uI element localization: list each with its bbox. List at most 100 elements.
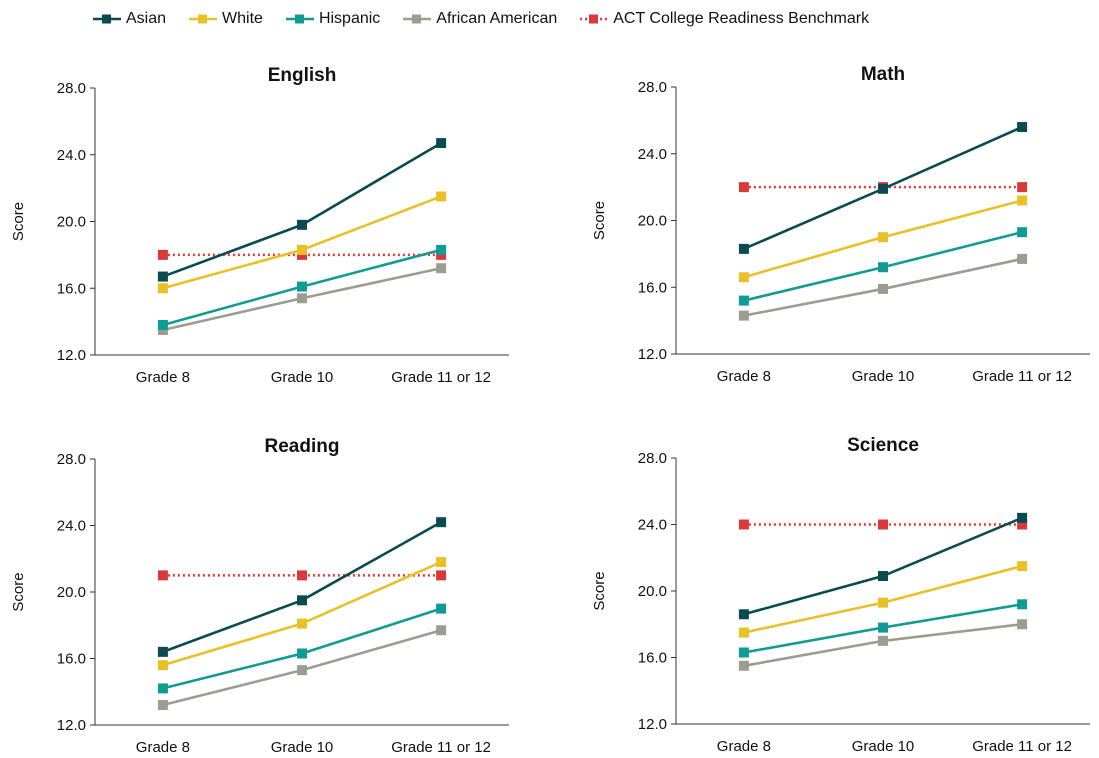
series-hispanic-science [738,599,1028,658]
series-act-college-readiness-benchmark-english [157,249,447,260]
y-tick-label-science: 24.0 [638,517,667,534]
y-tick-label-english: 12.0 [57,347,86,364]
y-tick-label-reading: 24.0 [57,518,86,535]
legend-label-asian: Asian [126,10,167,27]
data-point-hispanic [1017,227,1028,238]
y-tick-label-english: 28.0 [57,80,86,97]
data-point-asian [157,646,168,657]
data-point-act-college-readiness-benchmark [297,249,307,260]
data-point-hispanic [1017,599,1028,610]
chart-title-math: Math [861,64,905,85]
data-point-white [436,191,447,202]
series-act-college-readiness-benchmark-reading [157,570,447,581]
x-tick-label-math: Grade 11 or 12 [972,368,1072,385]
data-point-african-american [878,283,888,294]
series-asian-reading [157,517,447,657]
data-point-white [297,244,307,255]
legend-label-white: White [222,10,263,27]
y-axis-label-science: Score [591,571,608,610]
data-point-white [157,283,168,294]
x-tick-label-english: Grade 11 or 12 [391,369,491,386]
data-point-act-college-readiness-benchmark [436,249,447,260]
data-point-white [436,557,447,568]
data-point-asian [297,595,307,606]
y-tick-label-science: 12.0 [638,716,667,733]
x-tick-label-science: Grade 11 or 12 [972,738,1072,755]
data-point-hispanic [878,262,888,273]
y-tick-label-science: 28.0 [638,450,667,467]
y-axis-label-math: Score [591,201,608,240]
data-point-african-american [436,625,447,636]
data-point-asian [436,517,447,528]
x-tick-label-english: Grade 10 [271,369,334,386]
legend-label-benchmark: ACT College Readiness Benchmark [613,10,870,27]
legend-swatch-white [189,14,218,24]
data-point-white [297,618,307,629]
chart-math: Math Score 12.0 16.0 20.0 24.0 28.0 Grade 8 Grad… [591,64,1090,385]
y-tick-label-math: 20.0 [638,213,667,230]
y-tick-label-reading: 28.0 [57,451,86,468]
series-white-english [157,191,447,294]
data-point-asian [878,571,888,582]
y-tick-label-reading: 20.0 [57,584,86,601]
series-white-math [738,195,1028,283]
chart-reading: Reading Score 12.0 16.0 20.0 24.0 28.0 Grade 8 G… [10,436,509,756]
chart-science: Science Score 12.0 16.0 20.0 24.0 28.0 Grade 8 G… [591,435,1090,755]
x-tick-label-math: Grade 10 [852,368,915,385]
data-point-asian [157,271,168,282]
data-point-african-american [738,310,749,321]
data-point-african-american [157,700,168,711]
y-axis-label-english: Score [10,202,27,241]
y-tick-label-math: 28.0 [638,79,667,96]
legend-item-white: White [188,10,263,28]
series-white-reading [157,557,447,671]
data-point-hispanic [738,647,749,658]
legend-item-african-american: African American [402,10,557,28]
data-point-asian [738,243,749,254]
legend-swatch-african-american [403,14,432,24]
legend-item-hispanic: Hispanic [285,10,380,28]
x-tick-label-english: Grade 8 [136,369,190,386]
data-point-hispanic [157,319,168,330]
y-tick-label-english: 24.0 [57,147,86,164]
data-point-hispanic [297,281,307,292]
data-point-african-american [297,665,307,676]
series-line-asian [162,521,442,654]
legend-swatch-benchmark [580,14,609,24]
chart-legend: Asian White Hispanic African American AC… [92,8,891,30]
y-tick-label-math: 12.0 [638,346,667,363]
y-tick-label-reading: 12.0 [57,717,86,734]
data-point-act-college-readiness-benchmark [1017,182,1028,193]
chart-title-science: Science [847,435,919,456]
data-point-hispanic [738,295,749,306]
data-point-act-college-readiness-benchmark [157,249,168,260]
data-point-white [1017,195,1028,206]
data-point-asian [436,138,447,149]
data-point-asian [878,183,888,194]
data-point-white [878,597,888,608]
data-point-act-college-readiness-benchmark [738,182,749,193]
chart-title-english: English [268,65,337,86]
data-point-hispanic [878,622,888,633]
series-hispanic-reading [157,603,447,694]
legend-label-hispanic: Hispanic [318,10,381,27]
series-line-white [162,195,442,290]
series-african-american-math [738,253,1028,321]
chart-title-reading: Reading [265,436,340,457]
data-point-african-american [738,660,749,671]
y-tick-label-science: 20.0 [638,583,667,600]
y-axis-label-reading: Score [10,572,27,611]
data-point-african-american [1017,619,1028,630]
y-tick-label-english: 16.0 [57,280,86,297]
data-point-white [738,627,749,638]
data-point-african-american [157,324,168,335]
x-tick-label-science: Grade 8 [717,738,771,755]
data-point-asian [1017,512,1028,523]
series-asian-math [738,122,1028,254]
y-tick-label-english: 20.0 [57,214,86,231]
data-point-white [878,232,888,243]
x-tick-label-math: Grade 8 [717,368,771,385]
series-african-american-science [738,619,1028,671]
series-white-science [738,561,1028,638]
